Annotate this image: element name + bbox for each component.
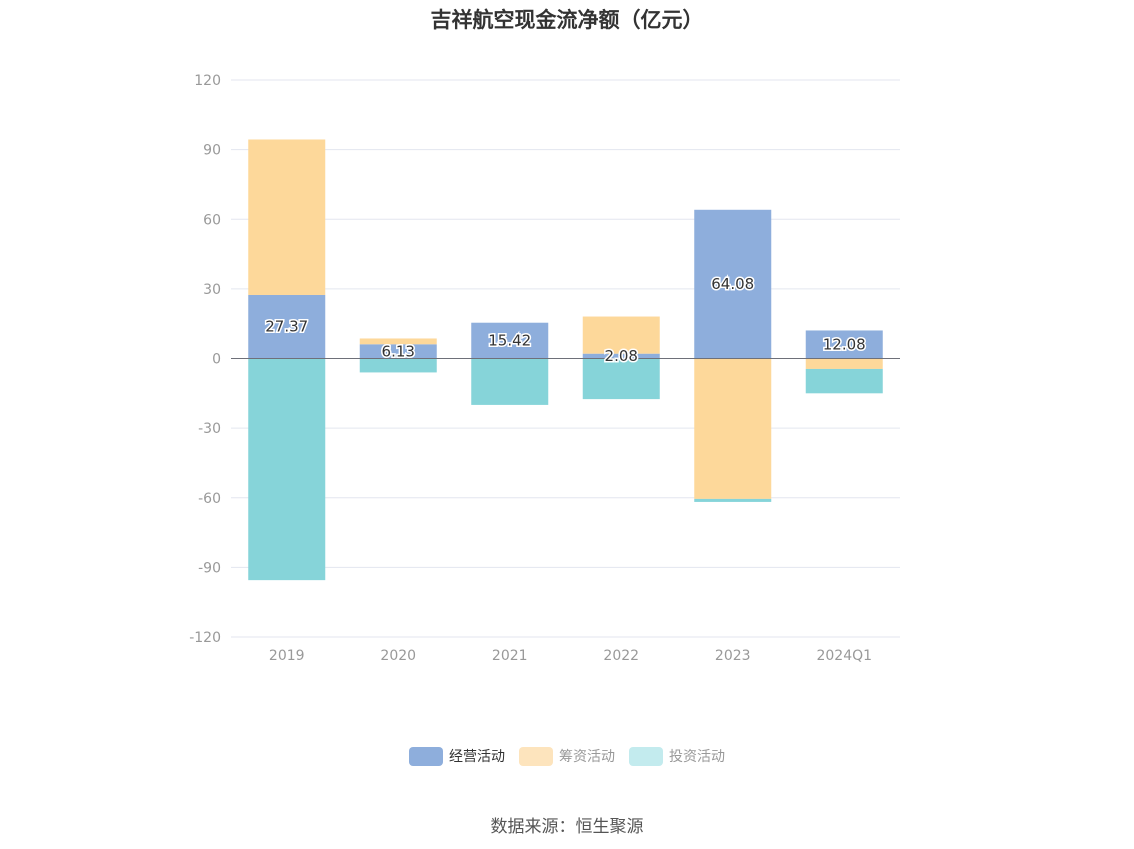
bar-经营活动 — [471, 322, 549, 359]
y-tick-label: 60 — [203, 212, 221, 228]
legend-item-financing[interactable]: 筹资活动 — [519, 746, 615, 766]
legend-swatch-financing — [519, 746, 553, 766]
y-tick-label: 0 — [212, 352, 221, 368]
bar-投资活动 — [694, 498, 772, 502]
x-tick-label: 2024Q1 — [816, 648, 872, 664]
bar-筹资活动 — [248, 139, 326, 295]
chart-title: 吉祥航空现金流净额（亿元） — [430, 8, 704, 32]
legend-swatch-investing — [629, 746, 663, 766]
bar-投资活动 — [471, 358, 549, 405]
x-tick-label: 2023 — [715, 648, 751, 664]
y-tick-label: -90 — [198, 560, 221, 576]
bar-筹资活动 — [694, 358, 772, 499]
x-tick-label: 2019 — [269, 648, 305, 664]
legend-label-investing: 投资活动 — [669, 749, 725, 765]
y-tick-label: 120 — [194, 73, 221, 89]
bar-投资活动 — [582, 358, 660, 400]
y-tick-label: -120 — [189, 630, 221, 646]
data-label: 12.08 — [823, 335, 866, 353]
bar-投资活动 — [248, 358, 326, 581]
y-tick-label: -60 — [198, 491, 221, 507]
x-tick-label: 2020 — [380, 648, 416, 664]
source-note: 数据来源：恒生聚源 — [490, 817, 644, 837]
bar-筹资活动 — [805, 358, 883, 369]
data-label: 6.13 — [382, 342, 415, 360]
data-label: 2.08 — [605, 347, 638, 365]
legend: 经营活动 筹资活动 投资活动 — [0, 746, 1134, 766]
bar-筹资活动 — [359, 338, 437, 345]
bar-投资活动 — [359, 358, 437, 373]
data-label: 64.08 — [711, 275, 754, 293]
chart-canvas: 120 90 60 30 0 -30 -60 -90 -120 2019 2020 2021 2022 2… — [189, 73, 900, 664]
y-tick-label: 30 — [203, 282, 221, 298]
bar-经营活动 — [694, 209, 772, 359]
legend-label-financing: 筹资活动 — [559, 749, 615, 765]
legend-label-operating: 经营活动 — [449, 749, 505, 765]
legend-item-investing[interactable]: 投资活动 — [629, 746, 725, 766]
x-tick-label: 2021 — [492, 648, 528, 664]
bar-筹资活动 — [582, 316, 660, 354]
bar-经营活动 — [248, 294, 326, 359]
legend-item-operating[interactable]: 经营活动 — [409, 746, 505, 766]
y-tick-label: -30 — [198, 421, 221, 437]
bar-经营活动 — [805, 330, 883, 359]
data-label: 27.37 — [265, 318, 308, 336]
x-tick-label: 2022 — [603, 648, 639, 664]
legend-swatch-operating — [409, 746, 443, 766]
bar-投资活动 — [805, 368, 883, 394]
data-label: 15.42 — [488, 332, 531, 350]
y-tick-label: 90 — [203, 143, 221, 159]
bar-经营活动 — [359, 344, 437, 359]
bar-经营活动 — [582, 353, 660, 359]
